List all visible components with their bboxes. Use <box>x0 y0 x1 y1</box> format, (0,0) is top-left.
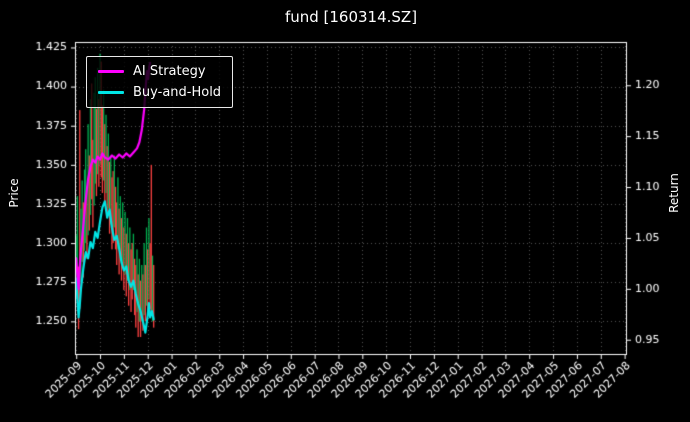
legend-label-buy-and-hold: Buy-and-Hold <box>133 85 222 100</box>
legend-item-buy-and-hold: Buy-and-Hold <box>98 86 221 99</box>
ai-strategy-line-swatch <box>98 70 124 73</box>
legend: AI Strategy Buy-and-Hold <box>86 56 234 108</box>
buy-and-hold-line-swatch <box>98 91 124 94</box>
return-axis-label: Return <box>667 173 681 213</box>
legend-item-ai-strategy: AI Strategy <box>98 65 221 78</box>
chart-title: fund [160314.SZ] <box>284 8 418 26</box>
legend-label-ai-strategy: AI Strategy <box>133 64 206 79</box>
price-axis-label: Price <box>7 178 21 208</box>
